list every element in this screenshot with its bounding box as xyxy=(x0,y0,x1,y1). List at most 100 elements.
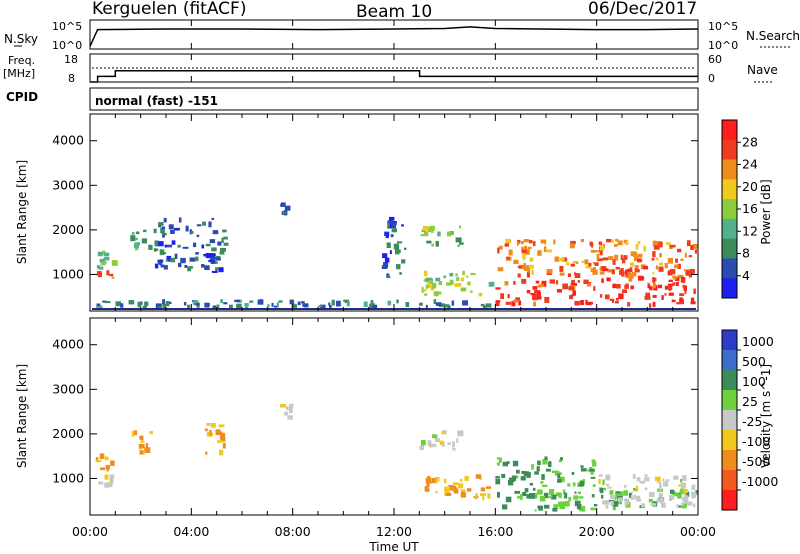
colorbar-segment xyxy=(722,120,737,141)
heatmap-cell xyxy=(580,300,584,306)
heatmap-cell xyxy=(328,302,331,306)
heatmap-cell xyxy=(478,292,483,297)
heatmap-cell xyxy=(115,301,121,307)
heatmap-cell xyxy=(637,254,643,258)
velocity-data-layer xyxy=(95,403,698,512)
heatmap-cell xyxy=(161,226,166,229)
y-tick-label: 3000 xyxy=(52,177,84,192)
heatmap-cell xyxy=(205,243,211,247)
heatmap-cell xyxy=(625,274,628,278)
heatmap-cell xyxy=(534,509,537,512)
heatmap-cell xyxy=(667,257,673,264)
freq-right-tick-bottom: 0 xyxy=(708,72,715,85)
y-tick-label: 2000 xyxy=(52,426,84,441)
heatmap-cell xyxy=(336,300,341,307)
heatmap-cell xyxy=(210,260,216,264)
heatmap-cell xyxy=(559,257,565,261)
cpid-frame xyxy=(89,87,699,111)
heatmap-cell xyxy=(558,476,565,483)
heatmap-cell xyxy=(430,443,437,448)
heatmap-cell xyxy=(529,264,534,269)
heatmap-cell xyxy=(542,484,548,487)
heatmap-cell xyxy=(521,249,527,254)
heatmap-cell xyxy=(460,287,467,292)
heatmap-cell xyxy=(682,279,685,284)
heatmap-cell xyxy=(104,261,107,264)
y-tick-label: 1000 xyxy=(52,470,84,485)
heatmap-cell xyxy=(691,484,696,490)
heatmap-cell xyxy=(454,488,459,494)
heatmap-cell xyxy=(109,474,115,480)
heatmap-cell xyxy=(221,237,224,243)
heatmap-cell xyxy=(630,491,634,494)
heatmap-cell xyxy=(104,474,109,480)
heatmap-cell xyxy=(655,257,659,261)
heatmap-cell xyxy=(587,283,591,287)
heatmap-cell xyxy=(438,440,444,443)
heatmap-cell xyxy=(95,457,99,463)
heatmap-cell xyxy=(229,304,233,310)
heatmap-cell xyxy=(423,279,427,282)
heatmap-cell xyxy=(511,301,516,307)
heatmap-cell xyxy=(210,423,216,428)
heatmap-cell xyxy=(163,265,168,270)
heatmap-cell xyxy=(497,491,500,498)
heatmap-cell xyxy=(498,457,502,463)
heatmap-cell xyxy=(598,478,601,485)
heatmap-cell xyxy=(209,239,216,244)
heatmap-cell xyxy=(617,497,623,502)
heatmap-cell xyxy=(573,495,579,500)
heatmap-cell xyxy=(691,494,696,499)
noise-right-tick-bottom: 10^0 xyxy=(708,39,738,52)
heatmap-cell xyxy=(425,277,429,283)
heatmap-cell xyxy=(280,404,286,408)
heatmap-cell xyxy=(487,493,491,499)
heatmap-cell xyxy=(99,258,106,263)
heatmap-cell xyxy=(513,299,519,303)
heatmap-cell xyxy=(690,268,695,274)
heatmap-cell xyxy=(541,280,547,287)
heatmap-cell xyxy=(222,442,226,449)
heatmap-cell xyxy=(178,217,182,223)
heatmap-cell xyxy=(219,251,225,255)
heatmap-cell xyxy=(521,246,524,252)
heatmap-cell xyxy=(683,475,686,479)
colorbar-segment xyxy=(722,199,737,220)
heatmap-cell xyxy=(574,500,581,507)
heatmap-cell xyxy=(574,491,577,494)
heatmap-cell xyxy=(677,274,684,278)
heatmap-cell xyxy=(688,271,692,278)
heatmap-cell xyxy=(624,270,628,275)
station-title: Kerguelen (fitACF) xyxy=(92,0,246,19)
heatmap-cell xyxy=(215,429,221,436)
heatmap-cell xyxy=(438,291,442,295)
heatmap-cell xyxy=(540,481,544,484)
heatmap-cell xyxy=(567,483,571,487)
heatmap-cell xyxy=(581,260,587,264)
velocity-ylabel: Slant Range [km] xyxy=(15,364,29,468)
heatmap-cell xyxy=(192,300,199,306)
colorbar-tick-label: 28 xyxy=(742,134,758,149)
heatmap-cell xyxy=(387,275,391,279)
heatmap-cell xyxy=(539,284,544,288)
heatmap-cell xyxy=(673,492,679,497)
heatmap-cell xyxy=(249,300,254,303)
heatmap-cell xyxy=(428,282,431,288)
heatmap-cell xyxy=(174,253,178,259)
heatmap-cell xyxy=(396,299,399,304)
heatmap-cell xyxy=(592,269,598,275)
heatmap-cell xyxy=(576,504,582,510)
heatmap-cell xyxy=(382,253,388,259)
heatmap-cell xyxy=(211,270,218,273)
heatmap-cell xyxy=(579,481,585,487)
heatmap-cell xyxy=(620,268,624,271)
heatmap-cell xyxy=(154,248,157,252)
heatmap-cell xyxy=(537,460,541,466)
heatmap-cell xyxy=(389,250,392,255)
heatmap-cell xyxy=(523,263,526,269)
heatmap-cell xyxy=(370,300,374,306)
heatmap-cell xyxy=(501,473,506,478)
heatmap-cell xyxy=(615,491,620,494)
heatmap-cell xyxy=(446,231,452,237)
heatmap-cell xyxy=(451,300,455,306)
